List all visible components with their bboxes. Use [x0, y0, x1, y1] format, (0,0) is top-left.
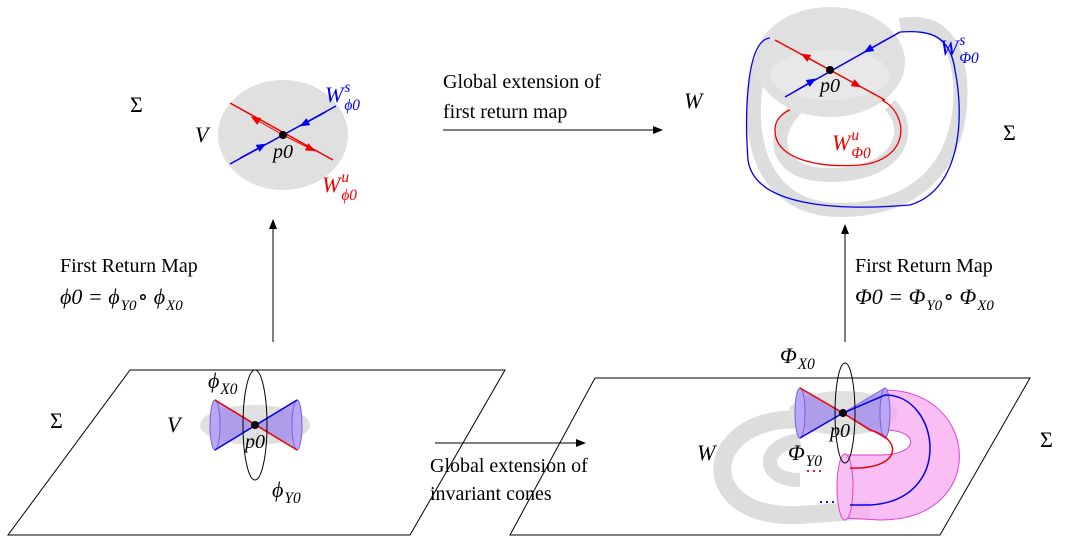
label: First Return Map: [60, 255, 198, 277]
math-sub: X0: [976, 298, 994, 314]
math-base: Φ0 = Φ: [855, 284, 926, 309]
math-sub: Φ0: [851, 145, 871, 162]
dots: ⋯: [805, 461, 823, 481]
math-sup: s: [959, 32, 965, 49]
bottom-left-panel: [7, 369, 506, 536]
top-left-panel: [218, 80, 348, 190]
math-sub: Φ0: [959, 50, 979, 67]
label: W: [697, 440, 717, 465]
math-sub: X0: [165, 298, 183, 314]
math-sup: u: [851, 127, 859, 144]
label: Global extension of: [430, 455, 588, 477]
label: p0: [271, 141, 293, 163]
math-base: W: [832, 130, 852, 155]
label: V: [195, 122, 211, 147]
label: Σ: [1003, 120, 1016, 145]
math-base: W: [322, 172, 342, 197]
math-base: ϕ0 = ϕ: [60, 284, 120, 309]
math-sub: ϕ0: [341, 187, 357, 204]
math-sub: X0: [219, 381, 237, 398]
math-sub: Y0: [806, 453, 823, 470]
label: invariant cones: [430, 483, 552, 505]
math-base: ϕ: [208, 368, 219, 393]
math-sub: Y0: [284, 490, 301, 507]
math-base: Φ: [788, 440, 805, 465]
label: p0: [243, 431, 265, 453]
label: Global extension of: [443, 71, 601, 93]
label: Σ: [130, 92, 143, 117]
math-base: ϕ: [272, 477, 283, 502]
label: Σ: [50, 408, 63, 433]
label: W: [684, 88, 704, 113]
label: p0: [818, 75, 840, 97]
label: p0: [828, 420, 850, 442]
math-base: ∘ ϕ: [137, 284, 165, 309]
label: V: [167, 412, 183, 437]
math-base: Φ: [780, 343, 797, 368]
bottom-right-panel: ⋯ ⋯: [509, 362, 1031, 536]
label: first return map: [443, 101, 567, 123]
dots: ⋯: [818, 492, 836, 512]
math-sub: ϕ0: [344, 97, 360, 114]
math-sub: Y0: [121, 298, 137, 314]
math-base: W: [940, 35, 960, 60]
math-base: W: [325, 82, 345, 107]
math-sup: u: [341, 169, 349, 186]
math-sub: X0: [797, 356, 815, 373]
label: Σ: [1040, 427, 1053, 452]
label: First Return Map: [855, 255, 993, 277]
math-sub: Y0: [926, 298, 942, 314]
math-sup: s: [344, 79, 350, 96]
math-base: ∘ Φ: [943, 284, 976, 309]
top-right-panel: [746, 7, 968, 218]
